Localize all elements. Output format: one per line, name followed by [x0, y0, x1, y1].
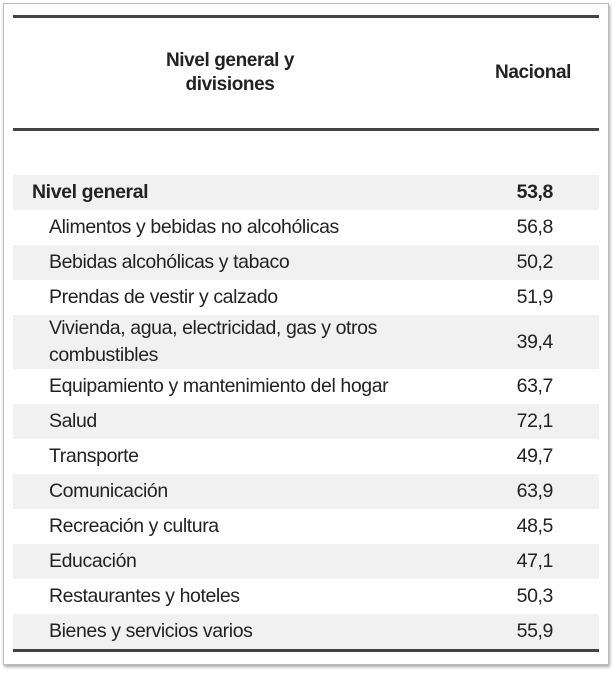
- table-row: Transporte 49,7: [13, 439, 599, 474]
- row-label: Bienes y servicios varios: [13, 614, 467, 652]
- table-row: Nivel general 53,8: [13, 175, 599, 210]
- row-label: Bebidas alcohólicas y tabaco: [13, 245, 467, 280]
- table-header: Nivel general y divisiones Nacional: [13, 15, 599, 131]
- row-value: 55,9: [467, 614, 599, 652]
- row-label: Salud: [13, 404, 467, 439]
- row-label: Equipamiento y mantenimiento del hogar: [49, 375, 389, 397]
- row-value: 49,7: [516, 445, 554, 467]
- spacer-row: [13, 130, 599, 176]
- table-row: Bebidas alcohólicas y tabaco 50,2: [13, 245, 599, 280]
- row-label: Vivienda, agua, electricidad, gas y otro…: [13, 315, 467, 369]
- row-label: Alimentos y bebidas no alcohólicas: [49, 216, 339, 238]
- row-value: 47,1: [467, 544, 599, 579]
- table-row: Comunicación 63,9: [13, 474, 599, 509]
- row-label: Nivel general: [13, 175, 467, 210]
- column-header: Nacional: [467, 15, 599, 131]
- frame: Nivel general y divisiones Nacional Nive…: [3, 3, 609, 665]
- row-value: 51,9: [516, 286, 554, 308]
- table-row: Vivienda, agua, electricidad, gas y otro…: [13, 315, 599, 369]
- row-value: 50,2: [467, 245, 599, 280]
- row-label: Prendas de vestir y calzado: [49, 286, 278, 308]
- column-header: Nivel general y divisiones: [13, 15, 467, 131]
- table-row: Prendas de vestir y calzado 51,9: [13, 280, 599, 315]
- row-value: 53,8: [467, 175, 599, 210]
- table-wrap: Nivel general y divisiones Nacional Nive…: [13, 15, 599, 652]
- row-label: Restaurantes y hoteles: [49, 585, 240, 607]
- table-row: Bienes y servicios varios 55,9: [13, 614, 599, 652]
- table-row: Equipamiento y mantenimiento del hogar 63…: [13, 369, 599, 404]
- row-label: Educación: [13, 544, 467, 579]
- row-value: 39,4: [467, 315, 599, 369]
- row-value: 48,5: [516, 515, 554, 537]
- row-label: Recreación y cultura: [49, 515, 219, 537]
- table-row: Alimentos y bebidas no alcohólicas 56,8: [13, 210, 599, 245]
- row-value: 56,8: [516, 216, 554, 238]
- table-row: Recreación y cultura 48,5: [13, 509, 599, 544]
- header-row: Nivel general y divisiones Nacional: [13, 15, 599, 131]
- table-row: Salud 72,1: [13, 404, 599, 439]
- spacer: [13, 130, 599, 176]
- row-label: Comunicación: [13, 474, 467, 509]
- row-label: Transporte: [49, 445, 139, 467]
- table-row: Educación 47,1: [13, 544, 599, 579]
- row-value: 63,7: [516, 375, 554, 397]
- row-value: 63,9: [467, 474, 599, 509]
- table-body: Nivel general 53,8 Alimentos y bebidas no …: [13, 130, 599, 652]
- table: Nivel general y divisiones Nacional Nive…: [13, 15, 599, 652]
- row-value: 72,1: [467, 404, 599, 439]
- row-value: 50,3: [516, 585, 554, 607]
- table-row: Restaurantes y hoteles 50,3: [13, 579, 599, 614]
